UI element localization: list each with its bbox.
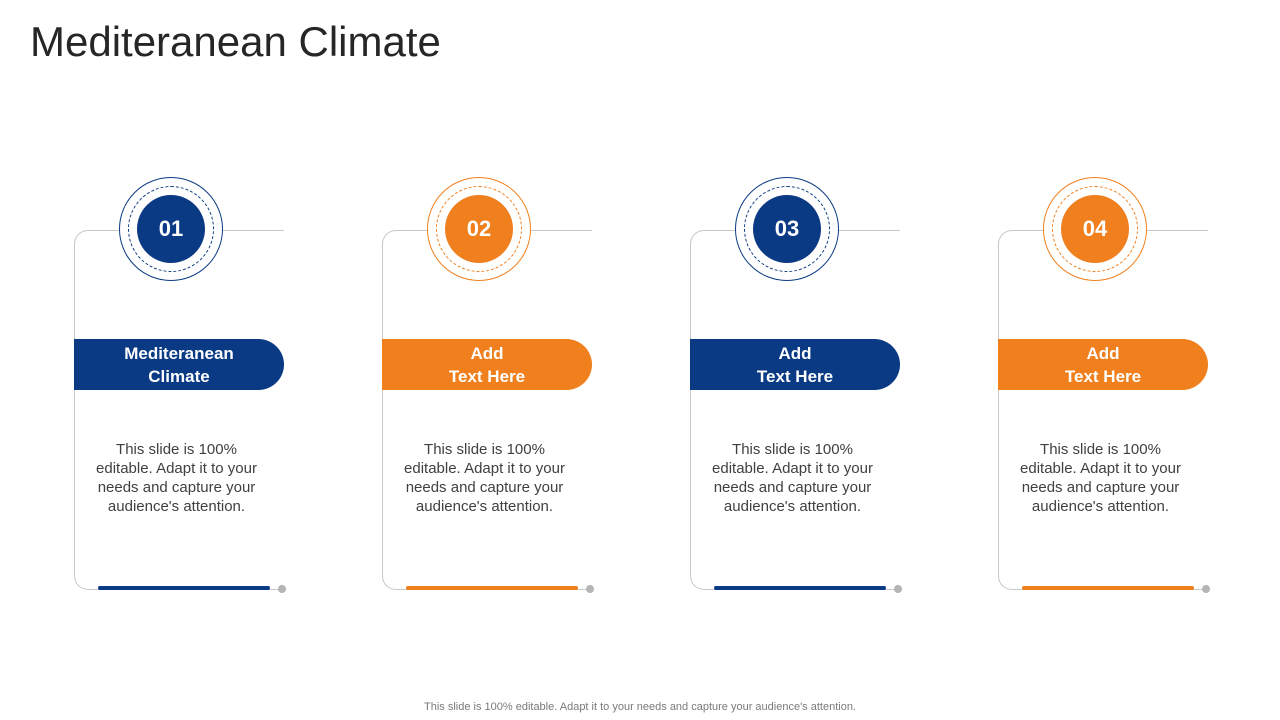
frame-dot: [278, 585, 286, 593]
number-ring-dashed: [1052, 186, 1138, 272]
step-number-badge: 03: [753, 195, 821, 263]
step-number-badge: 02: [445, 195, 513, 263]
step-card-4: 04 Add Text Here This slide is 100% edit…: [998, 175, 1228, 600]
accent-line: [406, 586, 578, 590]
step-card-3: 03 Add Text Here This slide is 100% edit…: [690, 175, 920, 600]
card-frame: [690, 230, 900, 590]
step-label-pill: Mediteranean Climate: [74, 339, 284, 390]
accent-line: [714, 586, 886, 590]
step-number-badge: 04: [1061, 195, 1129, 263]
card-frame: [74, 230, 284, 590]
step-label-pill: Add Text Here: [998, 339, 1208, 390]
card-frame: [998, 230, 1208, 590]
step-card-2: 02 Add Text Here This slide is 100% edit…: [382, 175, 612, 600]
footer-note: This slide is 100% editable. Adapt it to…: [424, 701, 856, 713]
step-description: This slide is 100% editable. Adapt it to…: [404, 441, 565, 515]
page-title: Mediteranean Climate: [30, 18, 441, 65]
step-number-badge: 01: [137, 195, 205, 263]
accent-line: [1022, 586, 1194, 590]
step-description: This slide is 100% editable. Adapt it to…: [1020, 441, 1181, 515]
number-ring-dashed: [128, 186, 214, 272]
step-description: This slide is 100% editable. Adapt it to…: [712, 441, 873, 515]
step-description: This slide is 100% editable. Adapt it to…: [96, 441, 257, 515]
frame-dot: [1202, 585, 1210, 593]
frame-dot: [586, 585, 594, 593]
frame-dot: [894, 585, 902, 593]
step-label-pill: Add Text Here: [382, 339, 592, 390]
accent-line: [98, 586, 270, 590]
step-label-pill: Add Text Here: [690, 339, 900, 390]
number-ring-dashed: [436, 186, 522, 272]
card-frame: [382, 230, 592, 590]
step-card-1: 01 Mediteranean Climate This slide is 10…: [74, 175, 304, 600]
number-ring-dashed: [744, 186, 830, 272]
